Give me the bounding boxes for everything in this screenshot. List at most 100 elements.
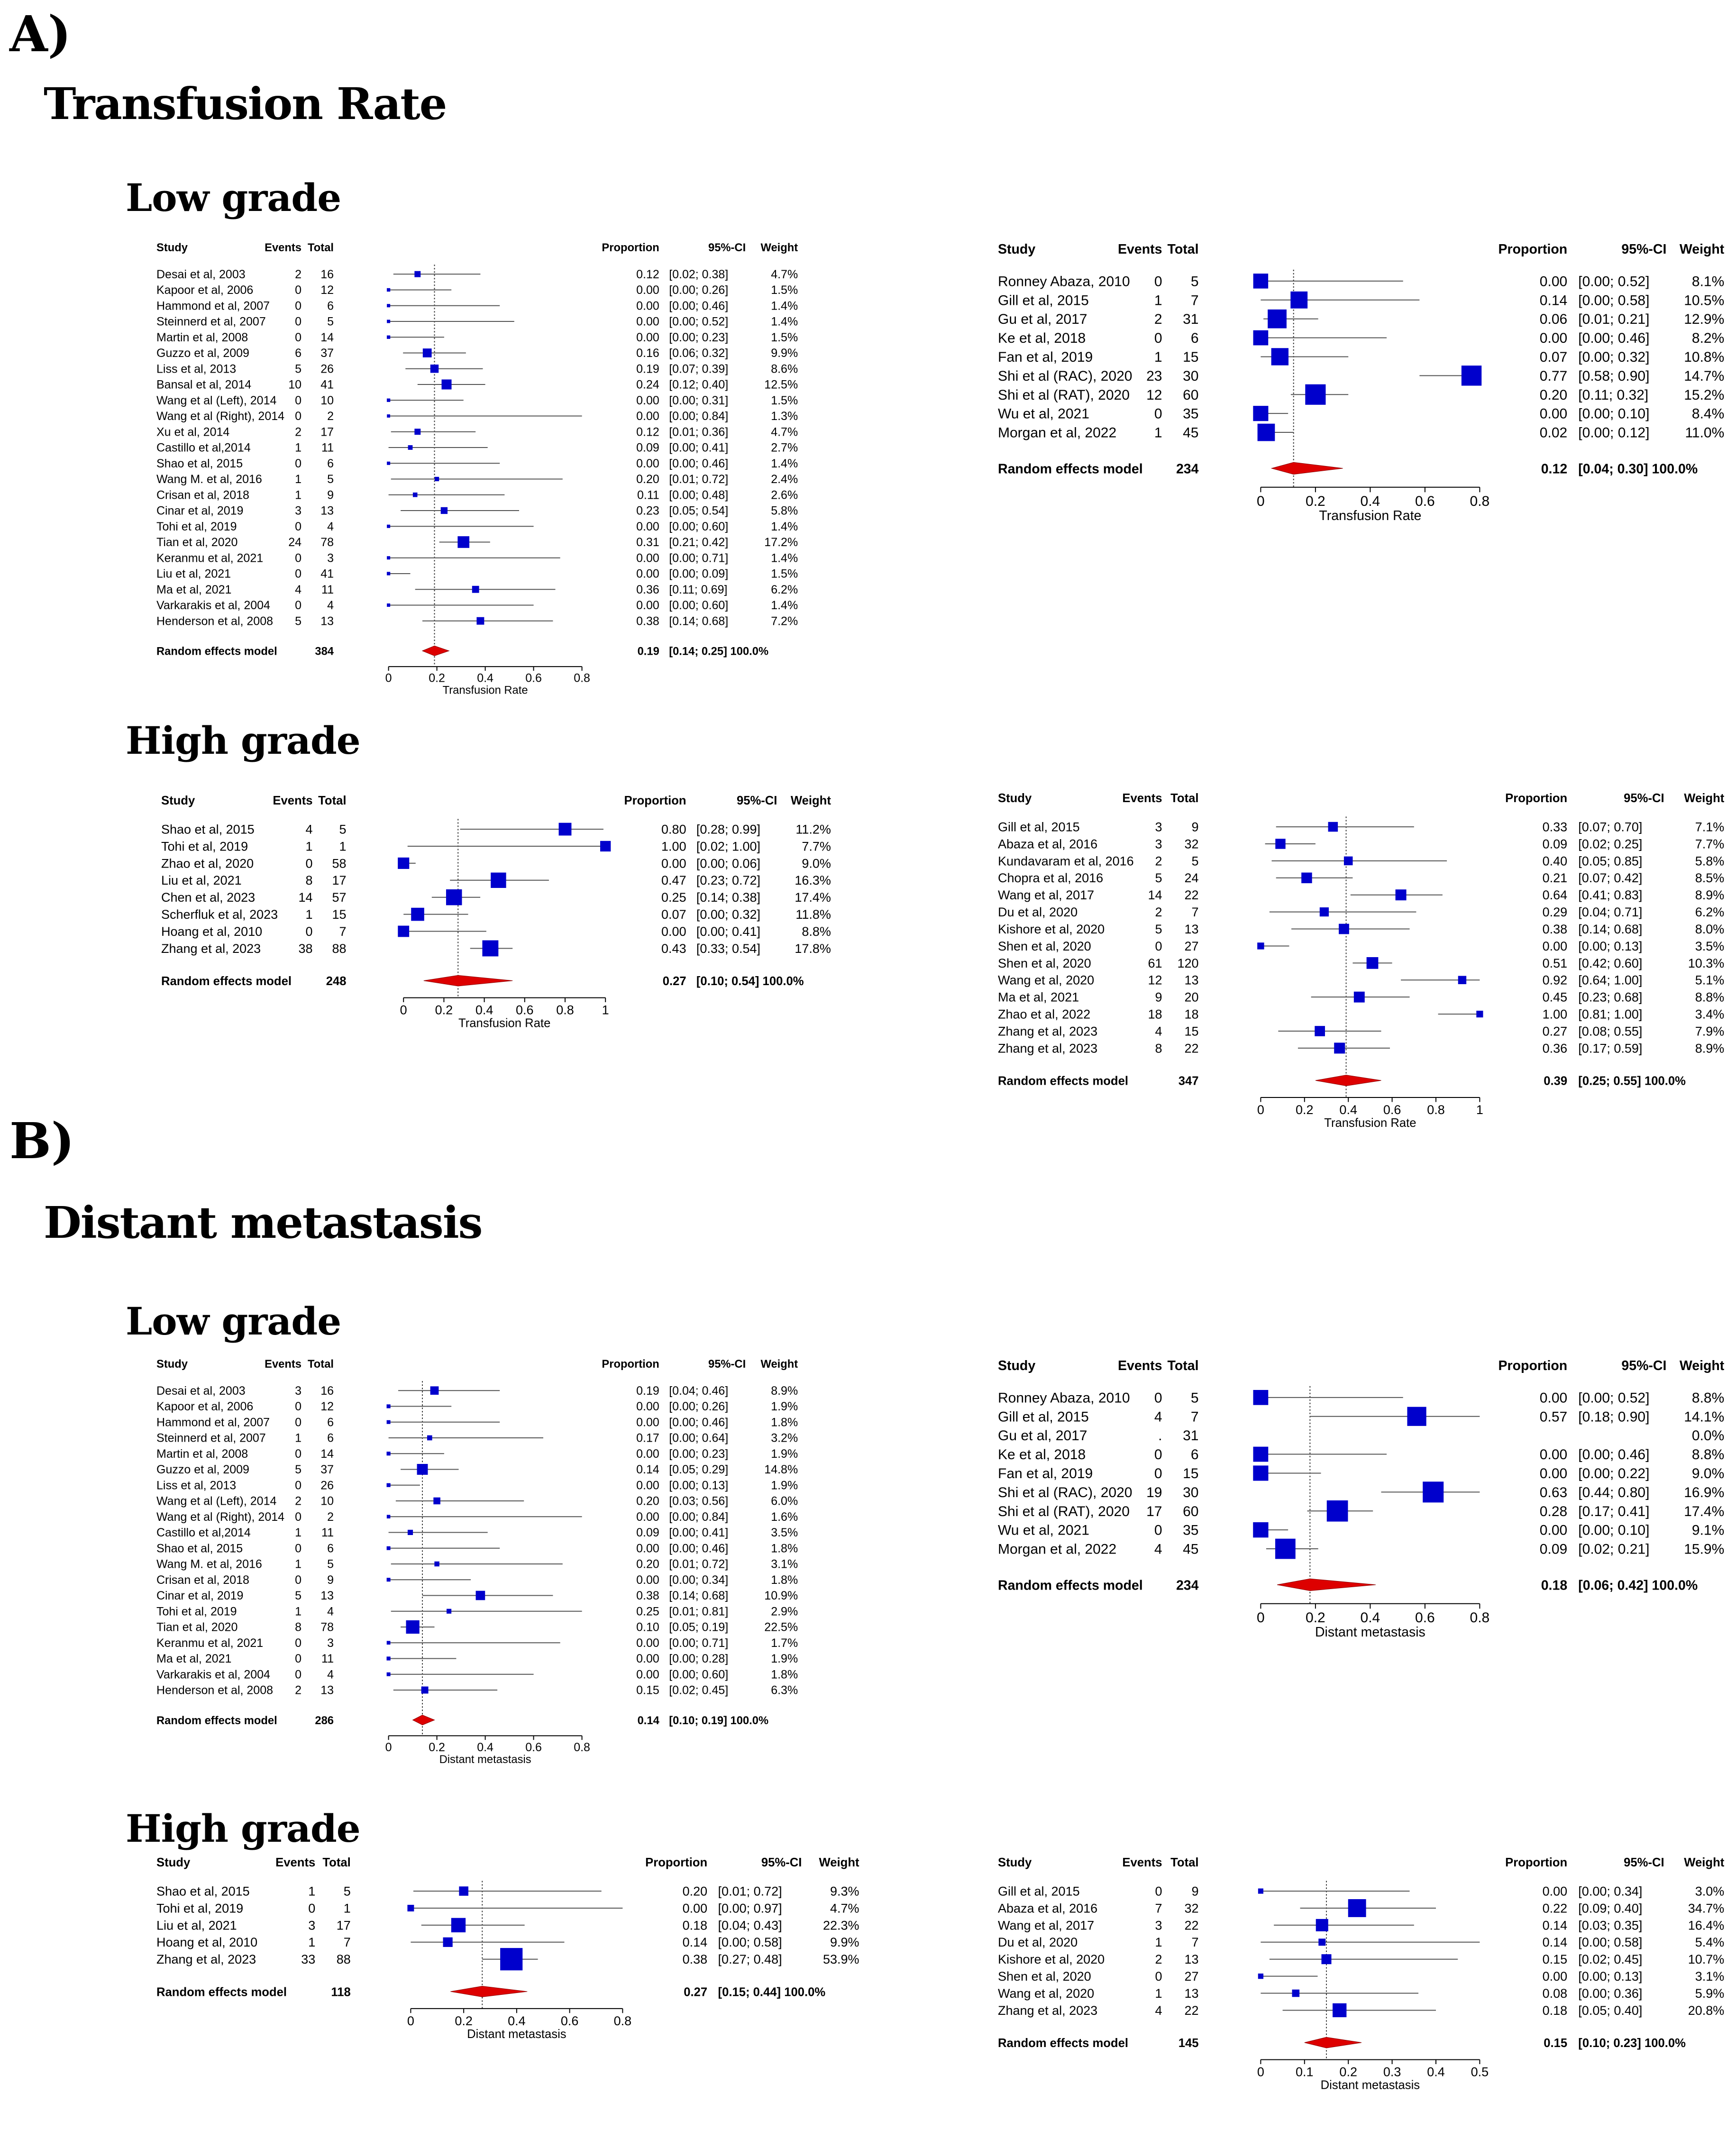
study-ci: [0.00; 0.10] (1578, 406, 1649, 422)
study-total: 26 (320, 1479, 334, 1492)
study-proportion: 0.38 (636, 614, 659, 628)
study-proportion: 0.20 (636, 1495, 659, 1508)
x-axis-tick-label: 0.8 (1470, 1610, 1490, 1626)
study-weight: 22.3% (823, 1918, 859, 1932)
study-ci: [0.04; 0.46] (669, 1384, 728, 1398)
study-proportion: 0.00 (636, 410, 659, 423)
x-axis-tick-label: 0.6 (1415, 1610, 1435, 1626)
study-weight: 10.5% (1684, 293, 1724, 308)
x-axis-tick-label: 0.6 (525, 1741, 542, 1754)
study-square (491, 872, 506, 888)
study-proportion: 0.18 (1543, 2003, 1568, 2018)
study-events: 0 (1154, 1523, 1162, 1538)
study-proportion: 0.14 (683, 1935, 708, 1949)
study-ci: [0.00; 0.34] (669, 1573, 728, 1587)
study-events: 0 (295, 1652, 302, 1665)
study-total: 35 (1183, 1523, 1198, 1538)
study-proportion: 0.08 (1543, 1986, 1568, 2001)
x-axis-tick-label: 0.8 (1427, 1103, 1445, 1117)
study-weight: 5.4% (1695, 1935, 1725, 1949)
header-total: Total (1170, 1856, 1198, 1869)
study-proportion: 0.29 (1543, 905, 1568, 919)
study-proportion: 0.06 (1540, 311, 1567, 327)
study-proportion: 0.24 (636, 378, 659, 392)
header-ci: 95%-CI (1624, 1856, 1664, 1869)
header-total: Total (1170, 792, 1198, 805)
study-total: 35 (1183, 406, 1198, 422)
pooled-diamond (423, 975, 513, 987)
study-ci: [0.02; 0.21] (1578, 1542, 1649, 1557)
study-weight: 22.5% (764, 1621, 798, 1634)
study-ci: [0.12; 0.40] (669, 378, 728, 392)
study-ci: [0.00; 0.71] (669, 1636, 728, 1650)
forest-plot-b-high-right: Study Events Total Proportion 95%-CI Weight Gi… (998, 1856, 1725, 2092)
study-square (500, 1948, 523, 1971)
study-ci: [0.01; 0.72] (669, 473, 728, 486)
study-name: Ma et al, 2021 (156, 1652, 231, 1665)
study-name: Zhao et al, 2022 (998, 1007, 1090, 1022)
study-square (430, 364, 439, 373)
study-name: Crisan et al, 2018 (156, 1573, 249, 1587)
header-study: Study (156, 1856, 191, 1869)
study-weight: 9.0% (1692, 1466, 1724, 1481)
study-square (407, 1529, 413, 1536)
study-weight: 3.1% (1695, 1969, 1725, 1984)
study-square (422, 348, 432, 357)
study-square (407, 1905, 414, 1911)
study-total: 11 (321, 583, 334, 596)
study-weight: 1.4% (771, 299, 798, 312)
study-name: Zhao et al, 2020 (161, 856, 254, 870)
study-square (1253, 1522, 1269, 1538)
title-transfusion-rate: Transfusion Rate (44, 78, 447, 129)
study-proportion: 0.00 (661, 924, 686, 939)
study-weight: 8.2% (1692, 330, 1724, 346)
study-proportion: 0.20 (636, 1558, 659, 1571)
study-total: 22 (1184, 888, 1198, 902)
study-proportion: 0.09 (636, 441, 659, 455)
study-name: Wang et al (Right), 2014 (156, 1510, 284, 1524)
study-square (451, 1918, 466, 1933)
study-events: 8 (1155, 1041, 1162, 1055)
study-square (443, 1937, 453, 1947)
study-proportion: 0.15 (636, 1684, 659, 1697)
study-name: Wang et al, 2020 (998, 973, 1094, 987)
header-weight: Weight (760, 241, 798, 254)
study-weight: 8.1% (1692, 274, 1724, 289)
study-events: 0 (295, 299, 302, 312)
study-ci: [0.11; 0.69] (669, 583, 727, 596)
pooled-total: 118 (331, 1985, 350, 1999)
study-name: Keranmu et al, 2021 (156, 1636, 263, 1650)
study-name: Wu et al, 2021 (998, 406, 1089, 422)
study-events: 3 (295, 1384, 302, 1398)
study-weight: 7.1% (1695, 820, 1725, 834)
study-events: 1 (295, 1526, 302, 1539)
study-square (1305, 384, 1326, 405)
study-events: 3 (1155, 820, 1162, 834)
study-square (386, 288, 391, 292)
study-total: 15 (1183, 349, 1198, 365)
study-square (472, 585, 479, 593)
study-weight: 8.4% (1692, 406, 1724, 422)
pooled-diamond (1277, 1578, 1376, 1591)
header-weight: Weight (760, 1358, 798, 1371)
study-ci: [0.58; 0.90] (1578, 368, 1649, 384)
study-total: 88 (332, 942, 346, 956)
study-name: Wang et al (Right), 2014 (156, 410, 284, 423)
study-total: 6 (327, 457, 334, 470)
study-events: 23 (1146, 368, 1162, 384)
header-events: Events (1122, 1856, 1162, 1869)
pooled-estimate: 0.18 (1541, 1578, 1567, 1593)
study-proportion: 0.00 (636, 1652, 659, 1665)
study-ci: [0.00; 0.13] (1578, 1969, 1642, 1984)
study-proportion: 0.45 (1543, 990, 1568, 1005)
study-ci: [0.09; 0.40] (1578, 1901, 1642, 1915)
study-events: 0 (1154, 1466, 1162, 1481)
study-square (386, 1483, 391, 1487)
x-axis-tick-label: 0 (385, 672, 392, 685)
study-weight: 1.5% (771, 283, 798, 297)
study-total: 4 (327, 520, 334, 533)
study-proportion: 0.00 (636, 457, 659, 470)
study-square (1326, 1500, 1348, 1522)
study-total: 1 (339, 839, 346, 853)
study-square (1334, 1042, 1345, 1054)
